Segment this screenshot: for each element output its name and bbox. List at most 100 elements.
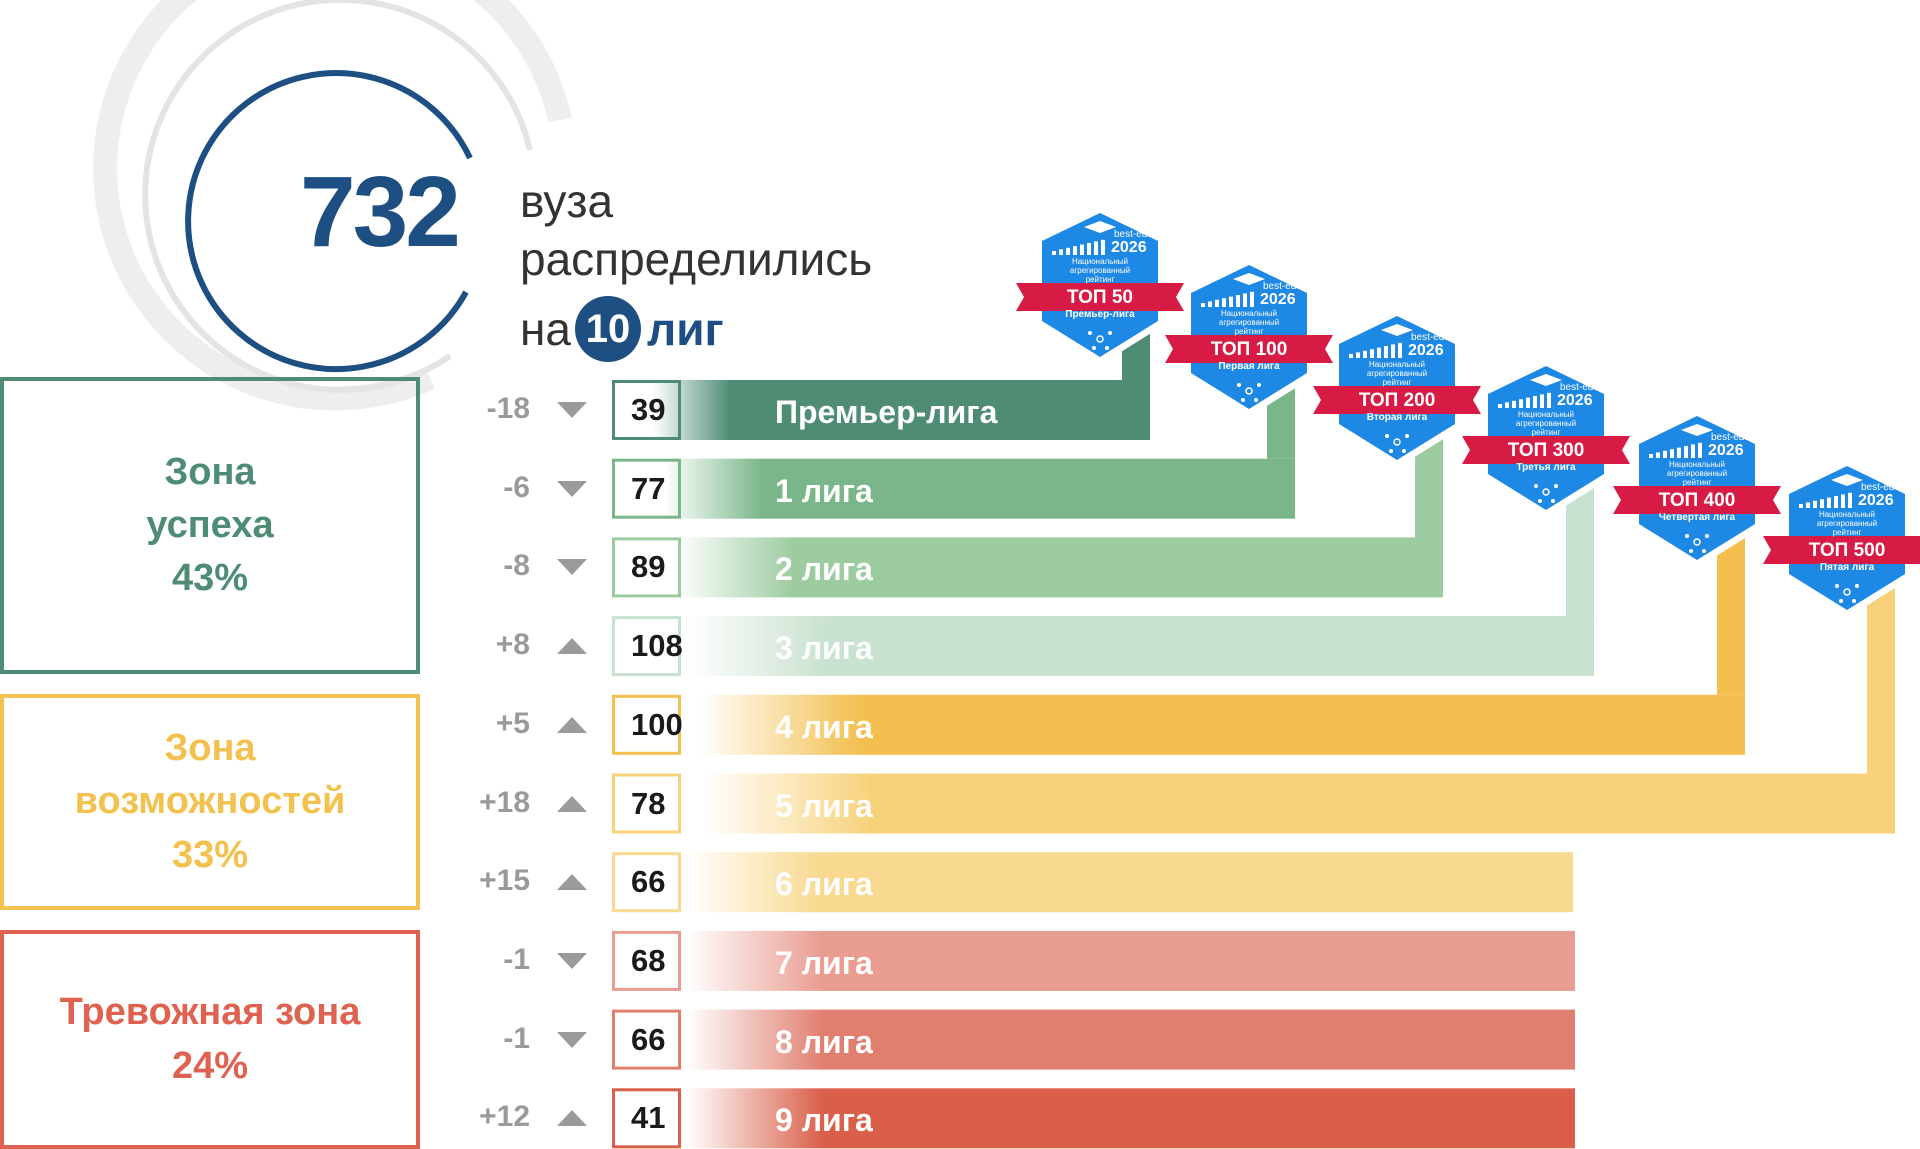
network-node	[1705, 534, 1709, 538]
hero-line-2: распределились	[520, 233, 873, 285]
badge-ribbon	[1613, 486, 1781, 514]
arrow-up-icon	[557, 874, 587, 891]
badge-subtitle-2: агрегированный	[1666, 469, 1728, 478]
network-icon	[1693, 538, 1701, 546]
network-node	[1685, 534, 1689, 538]
badge-chart-bar	[1848, 492, 1852, 508]
badge-ribbon	[1165, 335, 1333, 363]
badge-chart-bar	[1349, 354, 1353, 358]
badge-subtitle-2: агрегированный	[1218, 318, 1280, 327]
badge-chart-bar	[1649, 454, 1653, 458]
zone-label-line1: Тревожная зона	[59, 991, 361, 1034]
badge-site-label: best-edu.ru	[1861, 482, 1912, 493]
rating-badge: best-edu.ru 2026 Национальный агрегированны…	[1313, 308, 1481, 476]
network-node	[1702, 549, 1706, 553]
badge-subtitle-1: Национальный	[1220, 309, 1278, 318]
badge-chart-bar	[1512, 400, 1516, 408]
badge-chart-bar	[1547, 392, 1551, 408]
network-node	[1105, 346, 1109, 350]
bar	[612, 1009, 1575, 1070]
arrow-up-icon	[557, 638, 587, 655]
badge-chart-bar	[1398, 342, 1402, 358]
delta-label: +12	[479, 1100, 530, 1134]
arrow-up-icon	[557, 795, 587, 812]
zone-label-line1: Зона	[164, 450, 256, 493]
rating-badge: best-edu.ru 2026 Национальный агрегированны…	[1016, 205, 1184, 373]
badge-chart-bar	[1201, 303, 1205, 307]
zone-percent: 24%	[171, 1044, 249, 1087]
network-node	[1689, 549, 1693, 553]
delta-label: -1	[503, 942, 530, 976]
badge-year-label: 2026	[1408, 342, 1444, 359]
badge-chart-bar	[1208, 301, 1212, 307]
hero-line-1: вуза	[520, 175, 614, 227]
network-node	[1554, 484, 1558, 488]
badge-league-label: Первая лига	[1218, 361, 1280, 372]
badge-top-label: ТОП 200	[1358, 390, 1436, 411]
bar-category-label: 9 лига	[775, 1102, 873, 1139]
bar-count-frame	[612, 458, 681, 519]
rating-badge: best-edu.ru 2026 Национальный агрегированны…	[1613, 408, 1781, 576]
bar-value-label: 89	[631, 549, 666, 585]
total-count: 732	[300, 156, 461, 268]
badge-league-label: Четвертая лига	[1658, 512, 1736, 523]
badge-chart-bar	[1215, 299, 1219, 307]
arrow-down-icon	[557, 559, 587, 576]
zone-alarm: Тревожная зона 24%	[0, 930, 420, 1149]
zone-label-line1: Зона	[164, 727, 256, 770]
badge-site-label: best-edu.ru	[1263, 281, 1314, 292]
badge-top-label: ТОП 400	[1658, 490, 1736, 511]
badge-subtitle-2: агрегированный	[1366, 369, 1428, 378]
network-node	[1254, 398, 1258, 402]
network-node	[1852, 599, 1856, 603]
delta-label: -8	[503, 549, 530, 583]
bar-category-label: 2 лига	[775, 551, 873, 588]
leagues-count-badge: 10	[575, 296, 641, 362]
delta-label: -6	[503, 470, 530, 504]
badge-top-label: ТОП 50	[1067, 287, 1133, 308]
badge-subtitle-3: рейтинг	[1531, 428, 1561, 437]
badge-subtitle-3: рейтинг	[1832, 528, 1862, 537]
bar	[612, 930, 1575, 991]
badge-chart-bar	[1656, 452, 1660, 458]
bar-value-label: 68	[631, 942, 666, 978]
network-node	[1092, 346, 1096, 350]
badge-chart-bar	[1698, 442, 1702, 458]
badge-chart-bar	[1222, 298, 1226, 307]
badge-subtitle-2: агрегированный	[1816, 519, 1878, 528]
badge-chart-bar	[1834, 496, 1838, 508]
badge-chart-bar	[1519, 399, 1523, 408]
badge-chart-bar	[1236, 295, 1240, 307]
delta-label: -18	[486, 392, 530, 425]
bar	[612, 694, 1745, 755]
graduation-cap-icon	[1381, 324, 1413, 336]
badge-chart-bar	[1080, 244, 1084, 255]
badge-top-label: ТОП 500	[1808, 540, 1886, 561]
network-node	[1385, 434, 1389, 438]
badge-chart-bar	[1094, 241, 1098, 255]
network-node	[1402, 449, 1406, 453]
graduation-cap-icon	[1831, 474, 1863, 486]
bar-value-label: 77	[631, 470, 666, 506]
bar-category-label: 3 лига	[775, 630, 873, 667]
hero-prefix: на	[520, 303, 571, 355]
rating-badge: best-edu.ru 2026 Национальный агрегированны…	[1462, 358, 1630, 526]
bar-value-label: 108	[631, 628, 683, 664]
badge-chart-bar	[1066, 247, 1070, 255]
bar	[612, 380, 1150, 440]
delta-label: +18	[479, 785, 530, 819]
bar-category-label: 5 лига	[775, 787, 873, 824]
zone-label-line2: возможностей	[74, 780, 346, 823]
bar-value-label: 100	[631, 706, 683, 742]
arc-outer	[93, 0, 572, 411]
arrow-down-icon	[557, 402, 587, 418]
network-node	[1551, 499, 1555, 503]
badge-year-label: 2026	[1858, 492, 1894, 509]
bar-category-label: 4 лига	[775, 708, 873, 745]
badge-subtitle-3: рейтинг	[1234, 327, 1264, 336]
badge-top-label: ТОП 300	[1507, 440, 1585, 461]
bar-count-frame	[612, 694, 681, 755]
zone-percent: 33%	[171, 833, 249, 876]
bar-count-frame	[612, 1088, 681, 1149]
